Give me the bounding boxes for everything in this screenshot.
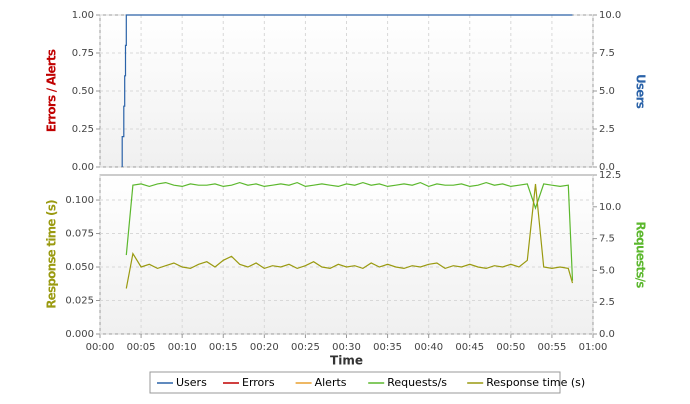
y-axis-label: Errors / Alerts — [45, 49, 59, 132]
y2-tick-label: 12.5 — [599, 170, 621, 181]
y2-tick-label: 5.0 — [599, 265, 615, 276]
x-tick-label: 00:50 — [496, 342, 525, 353]
legend — [149, 371, 561, 394]
y-tick-label: 0.050 — [65, 262, 94, 273]
y2-tick-label: 7.5 — [599, 48, 615, 59]
series-line — [125, 181, 574, 281]
y2-tick-label: 5.0 — [599, 86, 615, 97]
legend-label: Response time (s) — [486, 376, 585, 389]
legend-label: Users — [176, 376, 207, 389]
x-tick-label: 00:20 — [250, 342, 279, 353]
x-tick-label: 00:15 — [209, 342, 238, 353]
y2-tick-label: 10.0 — [599, 202, 621, 213]
x-tick-label: 00:10 — [168, 342, 197, 353]
y-tick-label: 0.000 — [65, 329, 94, 340]
x-tick-label: 00:05 — [127, 342, 156, 353]
y-tick-label: 1.00 — [72, 10, 94, 21]
series-line — [121, 14, 573, 167]
x-axis-label: Time — [330, 354, 363, 368]
x-tick-label: 00:55 — [538, 342, 567, 353]
y2-axis-label: Users — [634, 74, 648, 109]
y-axis-label: Response time (s) — [45, 200, 59, 309]
x-tick-label: 00:45 — [455, 342, 484, 353]
legend-label: Errors — [242, 376, 275, 389]
y2-axis-label: Requests/s — [634, 221, 648, 288]
y-tick-label: 0.075 — [65, 229, 94, 240]
y-tick-label: 0.25 — [72, 124, 94, 135]
y-tick-label: 0.025 — [65, 296, 94, 307]
x-tick-label: 00:30 — [332, 342, 361, 353]
series-line — [125, 183, 574, 289]
y2-tick-label: 2.5 — [599, 124, 615, 135]
x-tick-label: 00:40 — [414, 342, 443, 353]
y-tick-label: 0.100 — [65, 195, 94, 206]
y2-tick-label: 10.0 — [599, 10, 621, 21]
legend-label: Alerts — [315, 376, 347, 389]
y2-tick-label: 0.0 — [599, 329, 615, 340]
y-tick-label: 0.75 — [72, 48, 94, 59]
x-tick-label: 00:25 — [291, 342, 320, 353]
y-tick-label: 0.00 — [72, 162, 94, 173]
x-tick-label: 00:00 — [86, 342, 115, 353]
y2-tick-label: 0.0 — [599, 162, 615, 173]
y2-tick-label: 7.5 — [599, 234, 615, 245]
legend-label: Requests/s — [387, 376, 447, 389]
y2-tick-label: 2.5 — [599, 297, 615, 308]
x-tick-label: 00:35 — [373, 342, 402, 353]
x-tick-label: 01:00 — [579, 342, 608, 353]
y-tick-label: 0.50 — [72, 86, 94, 97]
